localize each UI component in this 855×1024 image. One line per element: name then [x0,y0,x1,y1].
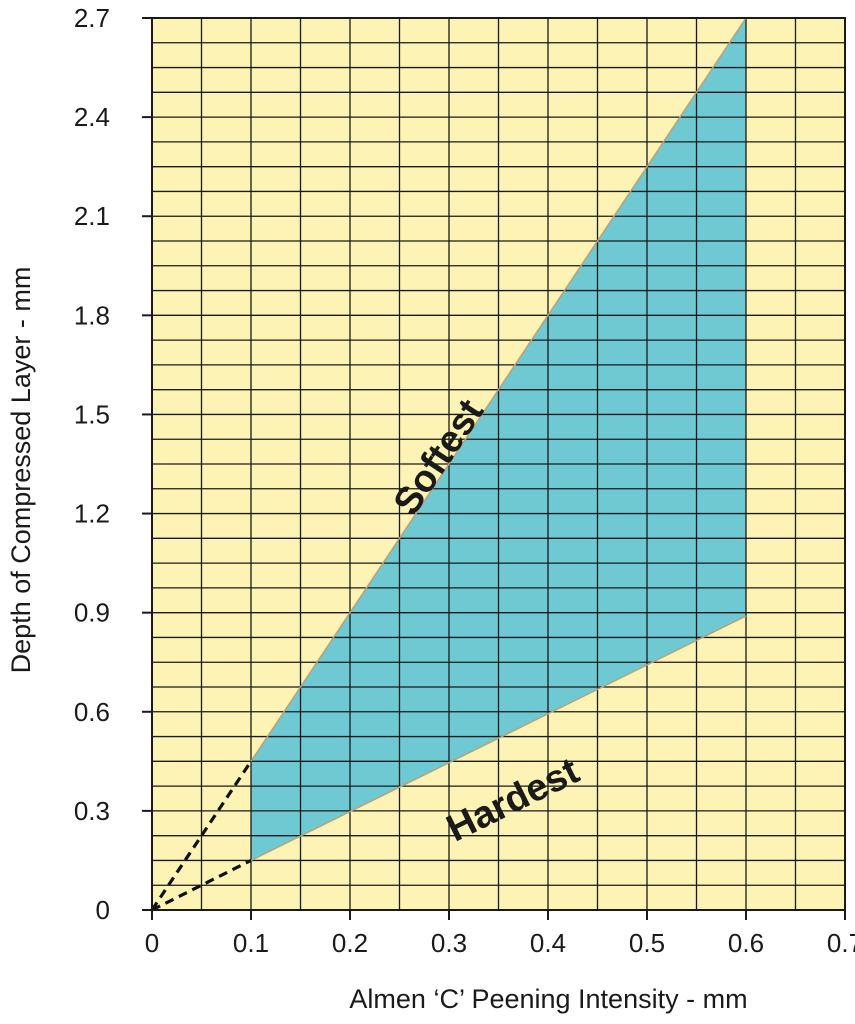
extrapolation-dashed-line [151,859,252,912]
y-tick-label: 2.4 [74,102,110,132]
y-axis-title: Depth of Compressed Layer - mm [6,267,36,674]
x-tick-label: 0.2 [332,928,368,958]
x-tick-label: 0.5 [629,928,665,958]
y-tick-label: 1.8 [74,300,110,330]
x-tick-label: 0.6 [728,928,764,958]
y-tick-label: 1.2 [74,499,110,529]
y-tick-label: 1.5 [74,399,110,429]
hardest-line [250,615,747,862]
y-tick-label: 0.3 [74,796,110,826]
x-tick-label: 0.3 [431,928,467,958]
y-tick-label: 2.7 [74,3,110,33]
x-tick-label: 0.1 [233,928,269,958]
y-tick-label: 0 [96,895,110,925]
softest-line [250,17,747,762]
x-tick-label: 0.7 [827,928,855,958]
y-tick-label: 0.9 [74,598,110,628]
plot-frame [151,17,846,911]
x-axis-title: Almen ‘C’ Peening Intensity - mm [349,984,747,1014]
x-tick-label: 0.4 [530,928,566,958]
y-tick-label: 0.6 [74,697,110,727]
x-tick-label: 0 [145,928,159,958]
y-tick-label: 2.1 [74,201,110,231]
